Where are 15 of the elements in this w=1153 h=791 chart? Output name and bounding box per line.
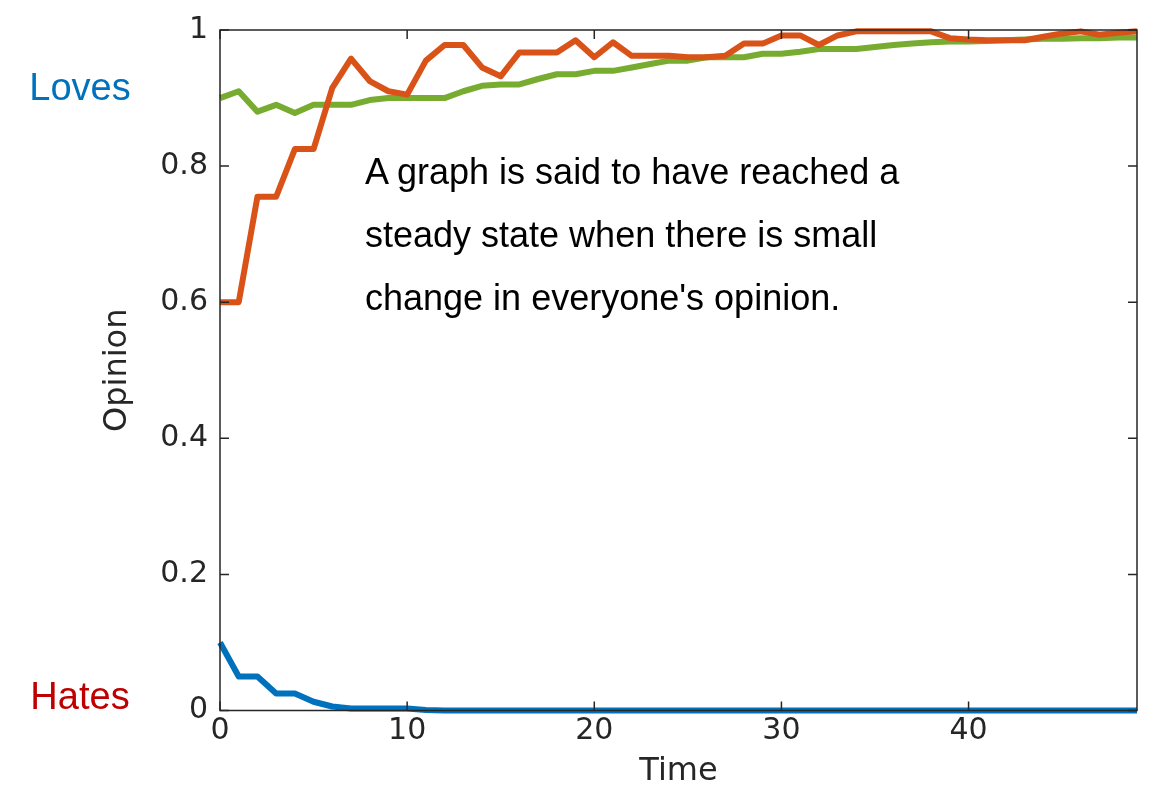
y-tick-label: 0.2 — [160, 554, 208, 590]
x-tick-label: 20 — [575, 711, 614, 747]
text: Loves — [29, 66, 131, 109]
y-tick-label: 0.8 — [160, 145, 208, 181]
x-tick-label: 0 — [210, 711, 230, 747]
x-axis-title: Time — [638, 750, 718, 789]
y-tick-label: 0.4 — [160, 418, 208, 454]
y-tick-label: 0.6 — [160, 282, 208, 318]
y-axis-title: Opinion — [96, 308, 135, 433]
x-tick-label: 40 — [949, 711, 988, 747]
annotation: A graph is said to have reached a steady state when there is small change in everyone's opinion. — [365, 150, 901, 320]
x-tick-label: 30 — [762, 711, 801, 747]
y-tick-label: 1 — [188, 9, 208, 45]
text: Hates — [30, 675, 130, 718]
x-tick-label: 10 — [388, 711, 427, 747]
